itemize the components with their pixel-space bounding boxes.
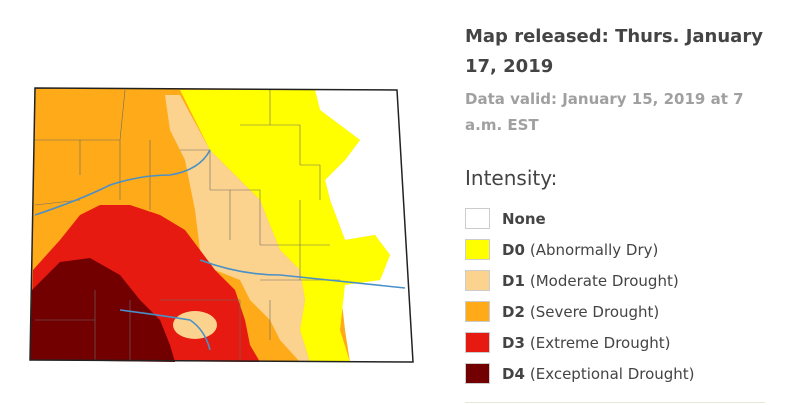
legend-code: None [502,209,546,228]
region-d1 [173,311,217,339]
legend-swatch [465,239,490,260]
legend-label: (Severe Drought) [529,302,660,321]
legend-item: D1 (Moderate Drought) [465,265,765,296]
rivers [34,149,406,351]
legend-swatch [465,363,490,384]
legend-swatch [465,270,490,291]
drought-map [29,87,414,363]
legend-item: None [465,203,765,234]
legend-label: (Abnormally Dry) [529,240,659,259]
region-d0 [180,90,390,362]
data-valid: Data valid: January 15, 2019 at 7 a.m. E… [465,90,744,134]
legend-title: Intensity: [465,166,558,190]
county-lines [34,89,340,360]
legend-label: (Moderate Drought) [529,271,679,290]
legend-label: (Exceptional Drought) [529,364,695,383]
legend-swatch [465,332,490,353]
legend: None D0 (Abnormally Dry) D1 (Moderate Drough… [465,203,765,389]
legend-code: D0 [502,240,525,259]
region-none [315,90,413,362]
legend-code: D3 [502,333,525,352]
state-outline [29,87,414,363]
regions [30,88,413,362]
legend-item: D0 (Abnormally Dry) [465,234,765,265]
map-released: Map released: Thurs. January 17, 2019 [465,26,763,77]
legend-code: D2 [502,302,525,321]
divider [465,402,765,403]
region-d4 [30,258,175,362]
legend-label: (Extreme Drought) [529,333,671,352]
legend-code: D1 [502,271,525,290]
legend-item: D3 (Extreme Drought) [465,327,765,358]
legend-swatch [465,208,490,229]
legend-item: D2 (Severe Drought) [465,296,765,327]
legend-item: D4 (Exceptional Drought) [465,358,765,389]
legend-code: D4 [502,364,525,383]
legend-swatch [465,301,490,322]
